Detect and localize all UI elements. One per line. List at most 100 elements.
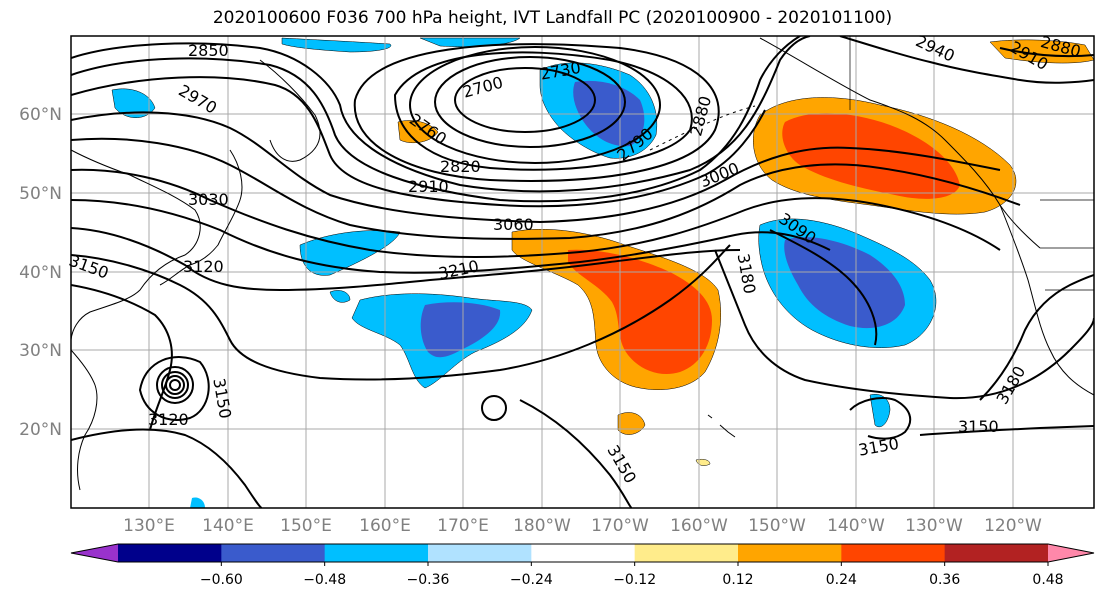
contour-3060: [71, 199, 831, 274]
graticule: [71, 36, 1094, 508]
colorbar-tick-label: −0.60: [200, 572, 243, 588]
alaska-coast: [759, 37, 1041, 249]
contour-2910: [71, 76, 766, 208]
negative-core-west-central: [420, 302, 501, 358]
lat-label-20n: 20°N: [19, 420, 62, 440]
contour-3030: [71, 168, 1001, 258]
lon-label: 130°E: [123, 516, 175, 536]
lon-label: 170°E: [437, 516, 489, 536]
typhoon-contours: [138, 356, 210, 421]
kamchatka-coast: [259, 59, 321, 162]
contour-2790: [393, 51, 693, 171]
map-title: 2020100600 F036 700 hPa height, IVT Land…: [212, 8, 893, 28]
colorbar-segment: [841, 544, 946, 562]
colorbar-tick-label: 0.24: [826, 572, 857, 588]
positive-core-central: [568, 249, 712, 375]
lon-label: 180°W: [513, 516, 571, 536]
china-coast: [71, 349, 98, 491]
contour-2730: [434, 56, 626, 148]
na-west-coast: [999, 204, 1094, 396]
colorbar-segment: [634, 544, 739, 562]
contour-label: 3060: [493, 215, 534, 234]
contour-3090: [71, 227, 741, 292]
colorbar-segment: [324, 544, 429, 562]
contour-3090-ne: [769, 229, 878, 346]
colorbar-tick-label: −0.36: [407, 572, 450, 588]
colorbar-segment: [738, 544, 842, 562]
lon-label: 160°E: [359, 516, 411, 536]
colorbar-segment: [944, 544, 1049, 562]
lon-label: 150°W: [748, 516, 806, 536]
positive-core-alaska: [782, 113, 960, 199]
contour-2820: [353, 43, 720, 182]
contour-label: 3030: [188, 190, 229, 209]
contour-label: 2820: [440, 157, 481, 176]
lon-label: 130°W: [905, 516, 963, 536]
coastlines: [71, 36, 1094, 491]
contour-label: 2850: [188, 41, 229, 60]
negative-small-3: [329, 290, 351, 303]
negative-small-4: [190, 497, 205, 508]
contour-2760: [409, 46, 661, 164]
colorbar-segments: [70, 543, 1095, 563]
lat-label-40n: 40°N: [19, 263, 62, 283]
contour-small-high: [481, 395, 507, 421]
negative-small-5: [869, 394, 891, 428]
contour-2970: [71, 111, 1001, 224]
colorbar-segment: [531, 544, 636, 562]
colorbar-segment: [428, 544, 532, 562]
colorbar-outline: [70, 543, 1095, 563]
map-frame: [70, 35, 1095, 509]
contour-3180-a: [714, 249, 1094, 400]
height-contours: [71, 36, 1094, 508]
colorbar-segment: [221, 544, 326, 562]
colorbar-tick-label: −0.24: [510, 572, 553, 588]
colorbar-tick-label: 0.48: [1032, 572, 1063, 588]
colorbar: −0.60 −0.48 −0.36 −0.24 −0.12 0.12 0.24 0.36 0.4…: [70, 543, 1095, 588]
contour-2940-top: [839, 36, 1094, 84]
contour-3000: [71, 137, 1021, 240]
lat-label-50n: 50°N: [19, 184, 62, 204]
colorbar-tick-label: −0.48: [303, 572, 346, 588]
lat-label-30n: 30°N: [19, 341, 62, 361]
contour-3150-e: [919, 425, 1094, 436]
aleutian-chain: [649, 105, 756, 151]
contour-label: 2910: [408, 177, 449, 196]
positive-small-2: [397, 120, 439, 143]
lon-label: 140°E: [202, 516, 254, 536]
contour-2910-top: [999, 47, 1094, 58]
longitude-labels: 130°E 140°E 150°E 160°E 170°E 180°W 170°…: [123, 516, 1042, 536]
colorbar-extend-high: [1048, 544, 1094, 562]
positive-small-3: [989, 39, 1094, 64]
colorbar-segment: [118, 544, 222, 562]
colorbar-tick-label: −0.12: [613, 572, 656, 588]
contour-3150-c: [519, 399, 633, 508]
ivt-shading: [111, 37, 1094, 508]
hawaii-2: [707, 414, 713, 419]
contour-3120-a: [71, 244, 731, 381]
hawaii-1: [719, 424, 736, 438]
contour-2700: [454, 67, 596, 133]
lat-label-60n: 60°N: [19, 105, 62, 125]
contour-label: 3120: [148, 410, 189, 429]
lon-label: 120°W: [984, 516, 1042, 536]
lon-label: 140°W: [827, 516, 885, 536]
lon-label: 170°W: [591, 516, 649, 536]
contour-2880: [71, 36, 801, 203]
colorbar-extend-low: [71, 544, 118, 562]
negative-core-ne-pacific: [784, 237, 905, 329]
colorbar-tick-label: 0.36: [929, 572, 960, 588]
contour-label: 3150: [958, 417, 999, 436]
contour-2850: [71, 36, 811, 193]
contour-3150-d: [849, 397, 912, 440]
lon-label: 150°E: [280, 516, 332, 536]
contour-label: 3120: [183, 257, 224, 276]
contour-3180-b: [979, 274, 1094, 401]
japan-coast: [159, 149, 243, 286]
latitude-labels: 60°N 50°N 40°N 30°N 20°N: [19, 105, 62, 440]
colorbar-ticks: −0.60 −0.48 −0.36 −0.24 −0.12 0.12 0.24 0.36 0.4…: [200, 562, 1064, 588]
colorbar-tick-label: 0.12: [722, 572, 753, 588]
contour-3150-b: [71, 428, 263, 508]
lon-label: 160°W: [670, 516, 728, 536]
